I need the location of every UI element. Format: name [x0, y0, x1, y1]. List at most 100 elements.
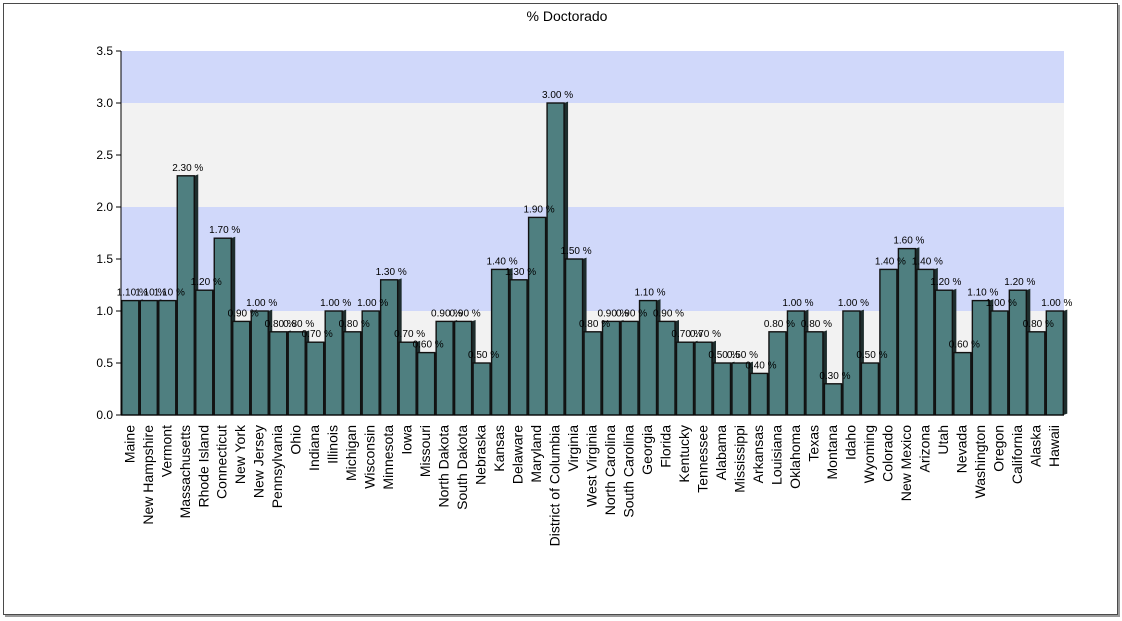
- bar: [712, 362, 732, 416]
- x-tick-label: Nevada: [953, 425, 969, 473]
- bar: [416, 351, 436, 416]
- x-tick-label: Massachusetts: [177, 425, 193, 518]
- bar: [213, 237, 232, 416]
- x-tick-label: Iowa: [399, 425, 415, 455]
- bar: [195, 289, 214, 416]
- data-label: 1.30 %: [376, 267, 407, 278]
- band: [121, 51, 1064, 103]
- data-label: 1.10 %: [634, 288, 665, 299]
- x-tick-label: Mississippi: [731, 425, 747, 493]
- bar: [232, 320, 251, 416]
- x-tick-label: Maryland: [528, 425, 544, 483]
- x-tick-label: District of Columbia: [547, 425, 563, 547]
- x-tick-label: Alabama: [713, 425, 729, 480]
- x-tick-label: Arkansas: [750, 425, 766, 483]
- x-tick-label: South Dakota: [454, 425, 470, 510]
- x-tick-label: Nebraska: [473, 425, 489, 485]
- y-tick-label: 0.0: [96, 408, 113, 422]
- data-label: 2.30 %: [172, 163, 203, 174]
- x-tick-label: Wyoming: [861, 425, 877, 483]
- data-label: 1.20 %: [1004, 277, 1035, 288]
- data-label: 0.80 %: [265, 319, 296, 330]
- bar: [823, 383, 843, 416]
- x-tick-label: West Virginia: [584, 425, 600, 507]
- data-label: 0.80 %: [579, 319, 610, 330]
- x-tick-labels-group: Maine New Hampshire Vermont Massachusetts Rh…: [121, 424, 1062, 546]
- data-label: 1.10 %: [967, 288, 998, 299]
- y-tick-label: 2.0: [96, 200, 113, 214]
- x-tick-label: Florida: [658, 425, 674, 468]
- data-label: 1.00 %: [782, 298, 813, 309]
- bar: [306, 341, 325, 416]
- y-tick-label: 3.0: [96, 96, 113, 110]
- data-label: 1.20 %: [930, 277, 961, 288]
- y-tick-label: 2.5: [96, 148, 113, 162]
- data-label: 0.40 %: [745, 360, 776, 371]
- bar: [398, 341, 417, 416]
- data-label: 1.70 %: [209, 225, 240, 236]
- data-label: 1.00 %: [838, 298, 869, 309]
- x-tick-label: Connecticut: [214, 425, 230, 499]
- bar: [620, 320, 639, 416]
- band: [121, 103, 1064, 155]
- bar: [1027, 331, 1046, 416]
- x-tick-label: Delaware: [510, 425, 526, 484]
- data-label: 1.10 %: [154, 288, 185, 299]
- x-tick-label: New Jersey: [251, 425, 267, 498]
- x-tick-label: New Hampshire: [140, 425, 156, 525]
- bar: [916, 268, 935, 416]
- bar: [287, 331, 306, 416]
- bar: [990, 310, 1009, 416]
- data-label: 1.90 %: [524, 204, 555, 215]
- data-label: 1.00 %: [357, 298, 388, 309]
- data-label: 1.30 %: [505, 267, 536, 278]
- x-tick-label: Indiana: [306, 425, 322, 471]
- x-tick-label: Colorado: [879, 425, 895, 482]
- bar: [564, 258, 584, 416]
- data-label: 0.60 %: [413, 340, 444, 351]
- bar: [749, 372, 769, 416]
- x-tick-label: Ohio: [288, 425, 304, 455]
- bar: [768, 331, 787, 416]
- bar: [453, 320, 473, 416]
- bar: [583, 331, 602, 416]
- data-label: 1.20 %: [191, 277, 222, 288]
- x-tick-label: Louisiana: [768, 425, 784, 485]
- x-tick-label: Wisconsin: [362, 425, 378, 489]
- y-tick-label: 1.0: [96, 304, 113, 318]
- bar-chart: 0.00.51.01.52.02.53.03.5 1.10 %1.10 %1.1…: [96, 8, 1073, 546]
- chart-title: % Doctorado: [527, 8, 608, 24]
- bars-group: [121, 101, 1068, 416]
- bar: [435, 320, 454, 416]
- data-label: 0.50 %: [856, 350, 887, 361]
- data-label: 0.50 %: [727, 350, 758, 361]
- x-tick-label: Kansas: [491, 425, 507, 472]
- chart-frame: 0.0 0.5 1.0 1.5 2.0 2.5 3.0 3.5 1.10 % 1.10 % 1.1…: [3, 3, 1118, 615]
- y-tick-label: 1.5: [96, 252, 113, 266]
- data-label: 1.50 %: [560, 246, 591, 257]
- data-label: 0.70 %: [690, 329, 721, 340]
- data-label: 1.60 %: [893, 236, 924, 247]
- data-label: 0.30 %: [819, 371, 850, 382]
- data-label: 0.90 %: [431, 308, 462, 319]
- bar: [158, 299, 177, 416]
- x-tick-label: Pennsylvania: [269, 425, 285, 508]
- bar: [490, 268, 510, 416]
- data-label: 0.70 %: [302, 329, 333, 340]
- data-label: 1.10 %: [135, 288, 166, 299]
- bar: [601, 320, 621, 416]
- data-label: 0.60 %: [949, 340, 980, 351]
- axes-group: [120, 51, 1064, 416]
- data-labels-group: 1.10 %1.10 %1.10 %2.30 %1.20 %1.70 %0.90…: [117, 90, 1073, 382]
- data-label: 0.80 %: [764, 319, 795, 330]
- data-label: 1.40 %: [487, 256, 518, 267]
- x-tick-label: Michigan: [343, 425, 359, 481]
- x-tick-label: Arizona: [916, 425, 932, 473]
- bar: [879, 268, 898, 416]
- x-tick-label: North Carolina: [602, 425, 618, 515]
- data-label: 1.00 %: [246, 298, 277, 309]
- x-tick-label: Montana: [824, 425, 840, 480]
- x-tick-label: Virginia: [565, 425, 581, 472]
- bar: [342, 331, 362, 416]
- data-label: 1.00 %: [1041, 298, 1072, 309]
